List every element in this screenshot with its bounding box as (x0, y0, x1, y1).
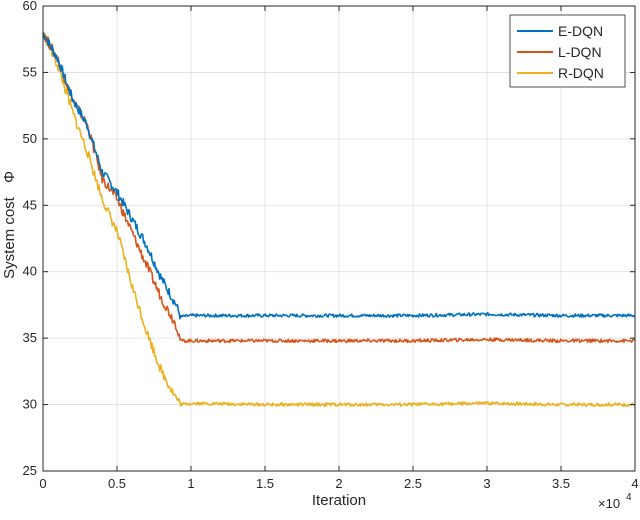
y-tick-label: 25 (23, 463, 37, 478)
x-tick-label: 3 (483, 476, 490, 491)
y-tick-label: 45 (23, 197, 37, 212)
series-line-e-dqn (42, 32, 636, 320)
x-tick-label: 0.5 (108, 476, 126, 491)
y-tick-label: 55 (23, 64, 37, 79)
axis-ticks (42, 5, 636, 472)
y-tick-labels: 25 30 35 40 45 50 55 60 (23, 0, 37, 478)
x-tick-label: 4 (631, 476, 638, 491)
y-axis-label-text: System cost (1, 196, 18, 279)
legend: E-DQN L-DQN R-DQN (509, 14, 626, 88)
x-tick-label: 1 (187, 476, 194, 491)
x-tick-label: 2 (335, 476, 342, 491)
series-line-r-dqn (42, 32, 636, 408)
x-tick-label: 1.5 (256, 476, 274, 491)
y-tick-label: 30 (23, 397, 37, 412)
y-axis-label-symbol: Φ (1, 171, 18, 183)
x-multiplier-exponent: 4 (626, 492, 632, 503)
x-multiplier-base: ×10 (598, 496, 620, 511)
series-line-l-dqn (42, 33, 636, 344)
x-tick-label: 3.5 (552, 476, 570, 491)
x-tick-label: 0 (39, 476, 46, 491)
y-tick-label: 35 (23, 330, 37, 345)
y-tick-label: 60 (23, 0, 37, 13)
x-axis-multiplier: ×10 4 (598, 492, 632, 511)
legend-label-r-dqn: R-DQN (558, 65, 604, 81)
x-axis-label: Iteration (312, 492, 366, 509)
x-tick-label: 2.5 (404, 476, 422, 491)
legend-label-e-dqn: E-DQN (558, 23, 603, 39)
series-lines (42, 32, 636, 408)
legend-label-l-dqn: L-DQN (558, 44, 602, 60)
y-tick-label: 40 (23, 264, 37, 279)
x-tick-labels: 0 0.5 1 1.5 2 2.5 3 3.5 4 (39, 476, 638, 491)
y-axis-label: System cost Φ (1, 171, 18, 279)
y-tick-label: 50 (23, 131, 37, 146)
